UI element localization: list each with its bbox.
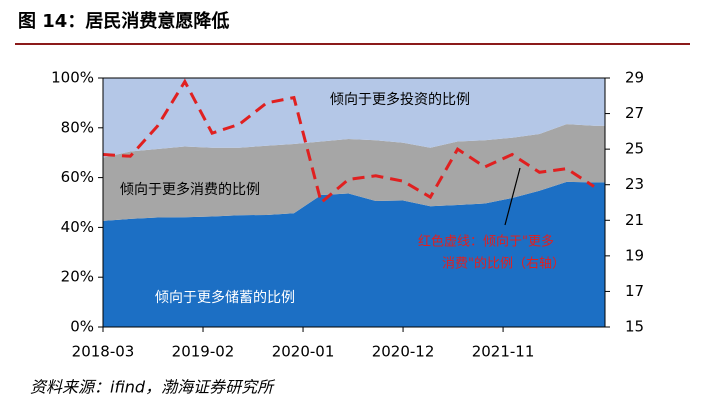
y-tick-label: 40%: [61, 218, 94, 236]
area-label: 倾向于更多投资的比例: [330, 91, 470, 108]
y-tick-label: 60%: [61, 168, 94, 186]
area: [103, 124, 605, 221]
y2-tick-label: 23: [625, 175, 644, 193]
y2-tick-label: 27: [625, 104, 644, 122]
x-tick-label: 2019-02: [172, 343, 235, 361]
y-tick-label: 80%: [61, 118, 94, 136]
area: [103, 181, 605, 327]
source-note: 资料来源：ifind，渤海证券研究所: [30, 378, 276, 397]
y-tick-label: 100%: [51, 69, 94, 87]
area-label: 倾向于更多消费的比例: [120, 181, 260, 198]
y-tick-label: 0%: [70, 318, 94, 336]
annotation: 红色虚线：倾向于"更多: [418, 234, 554, 250]
x-tick-label: 2021-11: [472, 343, 535, 361]
y2-tick-label: 17: [625, 282, 644, 300]
area-label: 倾向于更多储蓄的比例: [155, 289, 295, 306]
chart-title: 图 14：居民消费意愿降低: [18, 10, 229, 32]
area: [103, 78, 605, 158]
y2-tick-label: 15: [625, 318, 644, 336]
y2-tick-label: 19: [625, 246, 644, 264]
annotation-arrow: [504, 167, 521, 226]
plot-frame: [102, 77, 606, 328]
y-tick-label: 20%: [61, 268, 94, 286]
x-tick-label: 2020-01: [272, 343, 335, 361]
y2-tick-label: 29: [625, 69, 644, 87]
y2-tick-label: 21: [625, 211, 644, 229]
y2-tick-label: 25: [625, 140, 644, 158]
annotation: 消费"的比例（右轴）: [442, 256, 565, 272]
line: [102, 78, 595, 206]
x-tick-label: 2020-12: [372, 343, 435, 361]
x-tick-label: 2018-03: [72, 343, 135, 361]
